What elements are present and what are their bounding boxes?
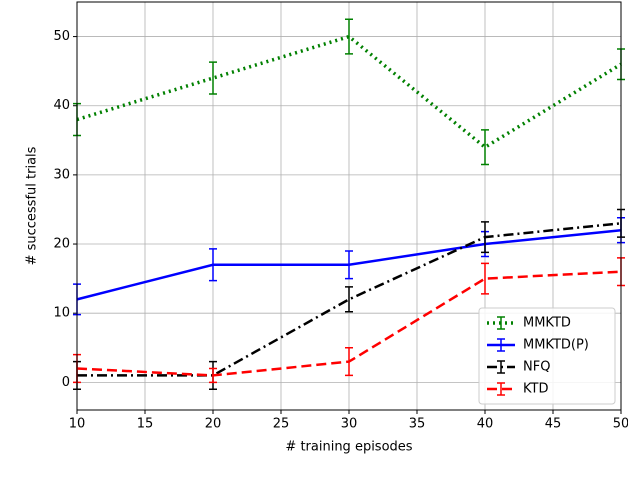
series-line (77, 222, 622, 377)
legend-label: NFQ (523, 360, 550, 375)
x-axis-label: # training episodes (285, 440, 412, 455)
x-tick-label: 35 (409, 417, 426, 432)
x-tick-label: 20 (205, 417, 222, 432)
error-bar (209, 367, 217, 384)
x-tick-label: 40 (477, 417, 494, 432)
error-bar (481, 262, 489, 295)
y-axis-label: # successful trials (25, 146, 40, 265)
error-bar (345, 347, 353, 377)
error-bar (345, 286, 353, 313)
error-bar (481, 129, 489, 166)
x-tick-label: 30 (341, 417, 358, 432)
legend-errorbar (497, 338, 505, 352)
y-tick-label: 0 (62, 375, 70, 390)
y-tick-label: 10 (53, 306, 70, 321)
x-tick-label: 45 (545, 417, 562, 432)
y-tick-label: 40 (53, 98, 70, 113)
legend-box (478, 307, 616, 405)
x-tick-label: 25 (273, 417, 290, 432)
error-bar (209, 248, 217, 282)
legend-errorbar (497, 316, 505, 330)
x-tick-label: 50 (613, 417, 628, 432)
plot-frame (76, 1, 622, 411)
legend-errorbar (497, 360, 505, 374)
legend-label: KTD (523, 382, 548, 397)
y-tick-label: 20 (53, 237, 70, 252)
y-tick-label: 50 (53, 29, 70, 44)
y-tick-label: 30 (53, 167, 70, 182)
x-tick-label: 15 (137, 417, 154, 432)
error-bar (481, 221, 489, 254)
legend-label: MMKTD(P) (523, 338, 589, 353)
legend-label: MMKTD (523, 316, 571, 331)
error-bar (345, 18, 353, 55)
x-tick-label: 10 (69, 417, 86, 432)
error-bar (345, 250, 353, 280)
legend-errorbar (497, 382, 505, 396)
error-bar (209, 61, 217, 95)
